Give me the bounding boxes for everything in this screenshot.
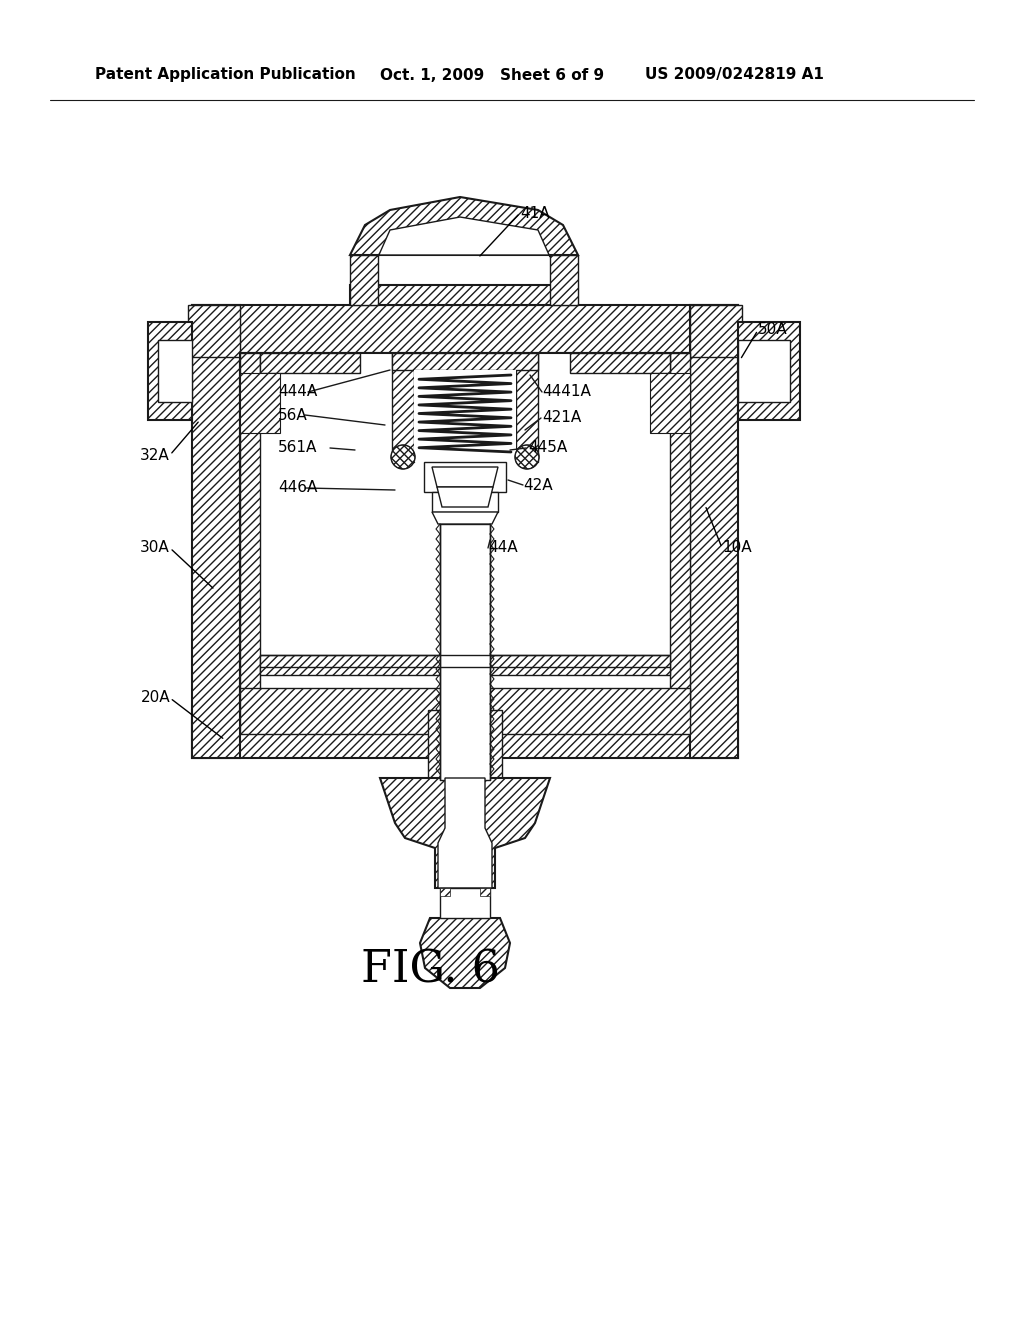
Circle shape bbox=[391, 445, 415, 469]
Text: 32A: 32A bbox=[140, 447, 170, 462]
Polygon shape bbox=[440, 888, 450, 896]
Text: 446A: 446A bbox=[278, 480, 317, 495]
Text: 561A: 561A bbox=[278, 441, 317, 455]
Polygon shape bbox=[738, 322, 800, 420]
Polygon shape bbox=[414, 370, 516, 462]
Polygon shape bbox=[260, 352, 360, 374]
Polygon shape bbox=[570, 352, 670, 374]
Polygon shape bbox=[690, 305, 742, 356]
Polygon shape bbox=[378, 216, 550, 257]
Polygon shape bbox=[193, 305, 738, 352]
Text: 10A: 10A bbox=[722, 540, 752, 556]
Polygon shape bbox=[440, 888, 490, 917]
Polygon shape bbox=[738, 341, 790, 403]
Polygon shape bbox=[158, 341, 193, 403]
Polygon shape bbox=[550, 255, 578, 305]
Polygon shape bbox=[350, 197, 578, 255]
Polygon shape bbox=[148, 322, 193, 420]
Polygon shape bbox=[480, 888, 490, 896]
Polygon shape bbox=[670, 352, 690, 710]
Polygon shape bbox=[188, 305, 240, 356]
Polygon shape bbox=[193, 305, 240, 758]
Polygon shape bbox=[380, 777, 550, 888]
Polygon shape bbox=[428, 710, 502, 777]
Text: FIG. 6: FIG. 6 bbox=[360, 948, 500, 991]
Polygon shape bbox=[350, 285, 578, 305]
Polygon shape bbox=[240, 352, 260, 710]
Polygon shape bbox=[516, 352, 538, 462]
Text: 444A: 444A bbox=[278, 384, 317, 400]
Text: 56A: 56A bbox=[278, 408, 308, 422]
Polygon shape bbox=[392, 352, 414, 462]
Text: 421A: 421A bbox=[542, 411, 582, 425]
Polygon shape bbox=[432, 492, 498, 512]
Polygon shape bbox=[432, 512, 498, 524]
Text: Oct. 1, 2009   Sheet 6 of 9: Oct. 1, 2009 Sheet 6 of 9 bbox=[380, 67, 604, 82]
Polygon shape bbox=[240, 352, 690, 710]
Polygon shape bbox=[240, 688, 690, 734]
Text: 42A: 42A bbox=[523, 478, 553, 492]
Text: Patent Application Publication: Patent Application Publication bbox=[95, 67, 355, 82]
Text: 41A: 41A bbox=[520, 206, 550, 220]
Polygon shape bbox=[437, 487, 493, 507]
Polygon shape bbox=[650, 374, 690, 433]
Text: 20A: 20A bbox=[140, 690, 170, 705]
Circle shape bbox=[515, 445, 539, 469]
Text: 50A: 50A bbox=[758, 322, 787, 338]
Polygon shape bbox=[392, 352, 538, 370]
Text: US 2009/0242819 A1: US 2009/0242819 A1 bbox=[645, 67, 824, 82]
Text: 4441A: 4441A bbox=[542, 384, 591, 400]
Polygon shape bbox=[420, 917, 510, 987]
Polygon shape bbox=[690, 305, 738, 758]
Text: 44A: 44A bbox=[488, 540, 517, 556]
Polygon shape bbox=[440, 524, 490, 780]
Polygon shape bbox=[424, 462, 506, 492]
Text: 30A: 30A bbox=[140, 540, 170, 556]
Polygon shape bbox=[350, 255, 378, 305]
Polygon shape bbox=[260, 655, 670, 675]
Polygon shape bbox=[432, 467, 498, 487]
Polygon shape bbox=[240, 374, 280, 433]
Polygon shape bbox=[438, 777, 492, 888]
Text: 445A: 445A bbox=[528, 441, 567, 455]
Polygon shape bbox=[193, 710, 738, 758]
